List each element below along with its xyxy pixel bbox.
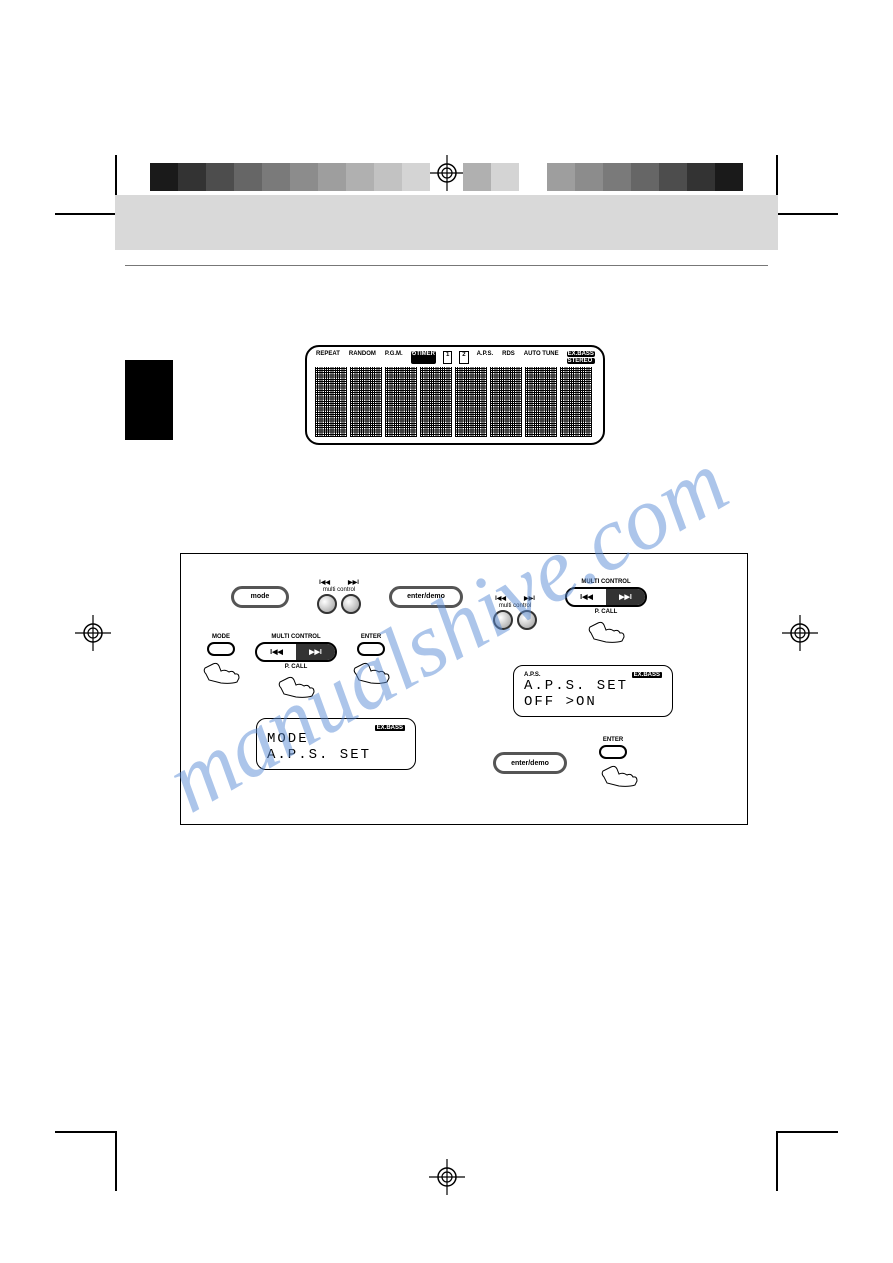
step-2-column: I◀◀▶▶I multi control MULTI CONTROL I◀◀ ▶… bbox=[493, 579, 727, 789]
enter-demo-button[interactable]: enter/demo bbox=[493, 752, 567, 774]
enter-small-button[interactable]: ENTER bbox=[351, 634, 391, 686]
crop-mark bbox=[778, 1131, 838, 1133]
page-content: REPEAT RANDOM P.G.M. ⏲TIMER 1 2 A.P.S. R… bbox=[125, 265, 768, 1123]
display-aps: A.P.S.EX.BASS A.P.S. SET OFF >ON bbox=[513, 665, 673, 717]
multi-control-label: MULTI CONTROL bbox=[271, 634, 320, 640]
lcd-label-timer: ⏲TIMER bbox=[411, 351, 436, 364]
multi-control-rocker[interactable]: MULTI CONTROL I◀◀ ▶▶I P. CALL bbox=[255, 634, 337, 700]
multi-control-label: multi control bbox=[323, 587, 355, 593]
display-mode: EX.BASS MODE A.P.S. SET bbox=[256, 718, 416, 770]
lcd-label-stereo: STEREO bbox=[567, 358, 595, 364]
skip-back-icon: I◀◀ bbox=[319, 579, 330, 586]
step-1-column: mode I◀◀▶▶I multi control enter/demo MOD… bbox=[201, 579, 463, 789]
section-tab bbox=[125, 360, 173, 440]
skip-back-icon: I◀◀ bbox=[495, 595, 506, 602]
enter-demo-button[interactable]: enter/demo bbox=[389, 586, 463, 608]
display-line-2: A.P.S. SET bbox=[267, 747, 405, 763]
skip-fwd-icon: ▶▶I bbox=[348, 579, 359, 586]
divider bbox=[125, 265, 768, 266]
multi-control-rocker[interactable]: MULTI CONTROL I◀◀ ▶▶I P. CALL bbox=[565, 579, 647, 645]
registration-mark-icon bbox=[75, 615, 111, 651]
multi-control-label: multi control bbox=[499, 603, 531, 609]
lcd-label-2: 2 bbox=[459, 351, 468, 364]
mode-label: MODE bbox=[212, 634, 230, 640]
multi-control-knobs[interactable]: I◀◀ ▶▶I multi control bbox=[493, 595, 537, 630]
lcd-label-exbass: EX.BASS bbox=[567, 351, 595, 357]
rocker-fwd-icon[interactable]: ▶▶I bbox=[606, 589, 645, 605]
enter-label: ENTER bbox=[361, 634, 381, 640]
lcd-label-rds: RDS bbox=[501, 351, 516, 364]
main-lcd-display: REPEAT RANDOM P.G.M. ⏲TIMER 1 2 A.P.S. R… bbox=[305, 345, 605, 445]
lcd-label-pgm: P.G.M. bbox=[384, 351, 404, 364]
display-line-2: OFF >ON bbox=[524, 694, 662, 710]
registration-mark-icon bbox=[782, 615, 818, 651]
lcd-label-aps: A.P.S. bbox=[476, 351, 495, 364]
display-line-1: A.P.S. SET bbox=[524, 678, 662, 694]
lcd-label-random: RANDOM bbox=[348, 351, 377, 364]
lcd-label-1: 1 bbox=[443, 351, 452, 364]
hand-icon bbox=[351, 656, 391, 686]
registration-mark-icon bbox=[429, 1159, 465, 1195]
registration-mark-icon bbox=[429, 155, 465, 191]
multi-control-knobs[interactable]: I◀◀ ▶▶I multi control bbox=[317, 579, 361, 614]
hand-icon bbox=[201, 656, 241, 686]
skip-fwd-icon: ▶▶I bbox=[524, 595, 535, 602]
crop-mark bbox=[776, 1131, 778, 1191]
crop-mark bbox=[55, 1131, 115, 1133]
procedure-box: mode I◀◀▶▶I multi control enter/demo MOD… bbox=[180, 553, 748, 825]
lcd-label-autotune: AUTO TUNE bbox=[523, 351, 560, 364]
hand-icon bbox=[586, 615, 626, 645]
hand-icon bbox=[599, 759, 639, 789]
crop-mark bbox=[55, 213, 115, 215]
multi-control-label: MULTI CONTROL bbox=[581, 579, 630, 585]
enter-label: ENTER bbox=[603, 737, 623, 743]
hand-icon bbox=[276, 670, 316, 700]
enter-small-button[interactable]: ENTER bbox=[587, 737, 639, 789]
display-line-1: MODE bbox=[267, 731, 405, 747]
colorbar-left bbox=[150, 163, 430, 191]
crop-mark bbox=[115, 1131, 117, 1191]
rocker-fwd-icon[interactable]: ▶▶I bbox=[296, 644, 335, 660]
lcd-label-repeat: REPEAT bbox=[315, 351, 341, 364]
crop-mark bbox=[778, 213, 838, 215]
colorbar-right bbox=[463, 163, 743, 191]
header-grey-band bbox=[115, 195, 778, 250]
rocker-back-icon[interactable]: I◀◀ bbox=[257, 644, 296, 660]
lcd-dot-matrix bbox=[315, 367, 595, 437]
rocker-back-icon[interactable]: I◀◀ bbox=[567, 589, 606, 605]
exbass-badge: EX.BASS bbox=[375, 725, 405, 731]
exbass-badge: EX.BASS bbox=[632, 672, 662, 678]
mode-small-button[interactable]: MODE bbox=[201, 634, 241, 686]
mode-button[interactable]: mode bbox=[231, 586, 289, 608]
